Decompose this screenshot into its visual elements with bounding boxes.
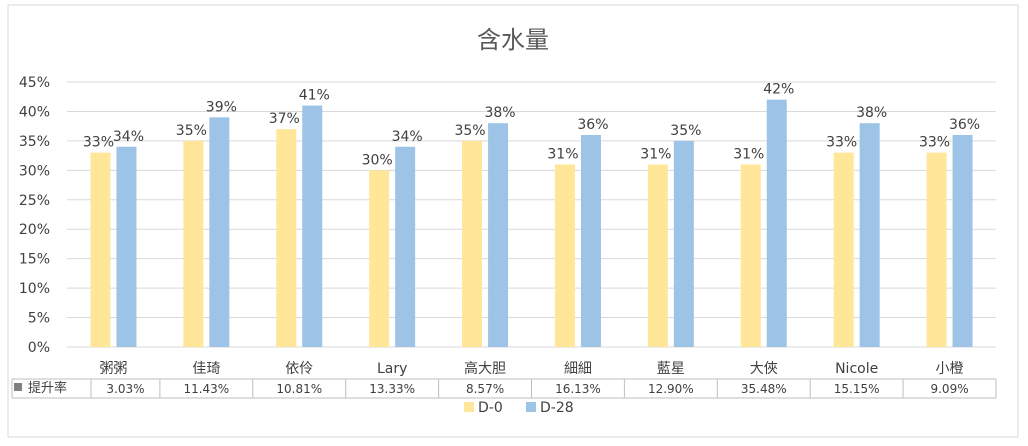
data-label: 35% (670, 123, 701, 139)
bar-d-0 (740, 164, 761, 347)
legend-key-d-28 (526, 402, 536, 412)
table-cell: 11.43% (183, 382, 229, 396)
bar-d-28 (766, 99, 787, 348)
table-cell: 9.09% (930, 382, 968, 396)
y-tick-label: 30% (19, 163, 50, 179)
bar-d-0 (183, 140, 204, 347)
y-tick-label: 5% (28, 311, 50, 327)
x-category-label: 藍星 (657, 361, 685, 377)
legend-key-d-0 (464, 402, 474, 412)
x-category-label: 依伶 (285, 361, 313, 377)
table-cell: 10.81% (276, 382, 322, 396)
data-label: 35% (176, 123, 207, 139)
table-cell: 3.03% (106, 382, 144, 396)
data-label: 36% (949, 117, 980, 133)
data-label: 35% (454, 123, 485, 139)
data-label: 34% (113, 129, 144, 145)
x-category-label: 小橙 (936, 361, 964, 377)
data-label: 38% (484, 105, 515, 121)
bar-d-28 (116, 146, 137, 347)
x-category-label: 粥粥 (99, 360, 127, 377)
data-label: 34% (392, 129, 423, 145)
y-tick-label: 35% (19, 134, 50, 150)
bar-d-0 (276, 129, 297, 347)
x-axis: 粥粥 佳琦 依伶 Lary 高大胆 細細 藍星 大俠 Nicole 小橙 (99, 360, 963, 377)
bar-d-0 (369, 170, 390, 347)
table-cell: 13.33% (369, 382, 415, 396)
bar-d-0 (462, 140, 483, 347)
data-label: 42% (763, 82, 794, 98)
bar-d-28 (488, 123, 509, 347)
y-tick-label: 0% (28, 340, 50, 356)
bar-d-0 (647, 164, 668, 347)
legend: D-0 D-28 (464, 400, 574, 416)
x-category-label: 佳琦 (192, 361, 220, 377)
x-category-label: Lary (377, 361, 407, 377)
x-category-label: Nicole (835, 361, 878, 377)
data-label: 41% (299, 88, 330, 104)
table-row-legend-key (14, 383, 22, 391)
y-tick-label: 45% (19, 75, 50, 91)
data-labels: 33%34% 35%39%37%41%30%34% 35%38%31%36%31%3… (83, 82, 980, 169)
bar-d-28 (859, 123, 880, 347)
x-category-label: 高大胆 (464, 360, 506, 377)
y-tick-label: 10% (19, 281, 50, 297)
data-label: 39% (206, 99, 237, 115)
data-label: 31% (733, 146, 764, 162)
table-cell: 12.90% (648, 382, 694, 396)
table-cell: 8.57% (466, 382, 504, 396)
chart-title: 含水量 (477, 26, 549, 54)
y-tick-label: 15% (19, 252, 50, 268)
data-label: 33% (826, 135, 857, 151)
bar-d-0 (554, 164, 575, 347)
bar-d-28 (673, 140, 694, 347)
bar-d-0 (90, 152, 111, 347)
y-tick-label: 25% (19, 193, 50, 209)
data-label: 38% (856, 105, 887, 121)
table-cell: 15.15% (834, 382, 880, 396)
bar-d-28 (209, 117, 230, 347)
bar-d-0 (926, 152, 947, 347)
y-tick-label: 20% (19, 222, 50, 238)
legend-label: D-0 (478, 400, 503, 416)
bar-d-28 (395, 146, 416, 347)
x-category-label: 細細 (564, 361, 592, 377)
y-axis: 0% 5% 10% 15% 20% 25% 30% 35% 40% 45% (19, 75, 50, 356)
table-row-label: 提升率 (28, 380, 67, 396)
bar-d-28 (952, 135, 973, 347)
y-tick-label: 40% (19, 104, 50, 120)
data-label: 33% (83, 135, 114, 151)
table-cell: 35.48% (741, 382, 787, 396)
data-label: 36% (577, 117, 608, 133)
bar-d-28 (302, 105, 323, 347)
data-label: 37% (269, 111, 300, 127)
x-category-label: 大俠 (750, 361, 778, 377)
legend-label: D-28 (540, 400, 574, 416)
data-label: 31% (547, 146, 578, 162)
data-label: 31% (640, 146, 671, 162)
bar-d-0 (833, 152, 854, 347)
bar-d-28 (580, 135, 601, 347)
data-label: 30% (362, 152, 393, 168)
bars (90, 99, 973, 348)
data-table: 提升率 3.03% 11.43% 10.81% 13.33% 8.57% 16.13% 12… (11, 378, 997, 399)
table-cell: 16.13% (555, 382, 601, 396)
data-label: 33% (919, 135, 950, 151)
